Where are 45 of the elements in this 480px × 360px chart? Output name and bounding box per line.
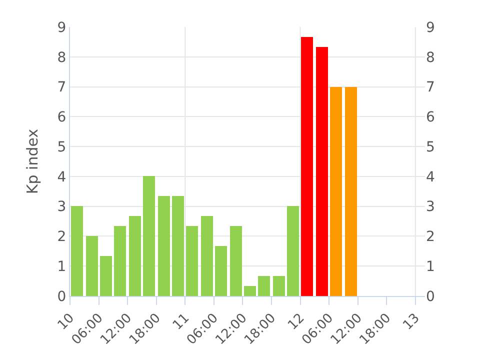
bar [100,256,112,296]
y-tick-label: 4 [57,169,66,186]
y2-tick-label: 3 [426,199,435,216]
x-tick-label: 12 [285,310,308,334]
y-tick-label: 6 [57,110,66,126]
bar [258,276,270,296]
y-tick-label: 0 [57,288,66,305]
y2-tick-label: 5 [426,139,435,156]
bar [287,206,299,296]
y-tick-label: 8 [57,50,66,66]
y-tick-label: 5 [57,139,66,156]
bar [172,196,184,296]
bar [330,87,342,296]
x-tick-label: 11 [170,310,193,334]
bar [86,236,98,296]
bar [215,246,227,296]
y-tick-label: 1 [57,259,66,276]
bar [143,176,155,296]
bar [273,276,285,296]
y-tick-label: 7 [57,80,66,96]
bar [158,196,170,296]
x-tick-label: 13 [400,310,423,334]
y2-tick-label: 6 [426,110,435,126]
bar [201,216,213,296]
y-axis-title: Kp index [24,128,42,194]
bar [186,226,198,296]
y-tick-label: 3 [57,199,66,216]
bar [244,286,256,296]
y-tick-label: 9 [57,20,66,36]
bar [301,37,313,296]
bar [230,226,242,296]
y2-tick-label: 2 [426,229,435,246]
y2-tick-label: 1 [426,259,435,276]
x-tick-label: 10 [55,310,78,334]
bar [316,47,328,296]
bar [71,206,83,296]
bar [114,226,126,296]
y2-tick-label: 7 [426,80,435,96]
y2-tick-label: 4 [426,169,435,186]
y2-tick-label: 8 [426,50,435,66]
y-tick-label: 2 [57,229,66,246]
y2-tick-label: 0 [426,288,435,305]
y2-tick-label: 9 [426,20,435,36]
bar [129,216,141,296]
bar [345,87,357,296]
